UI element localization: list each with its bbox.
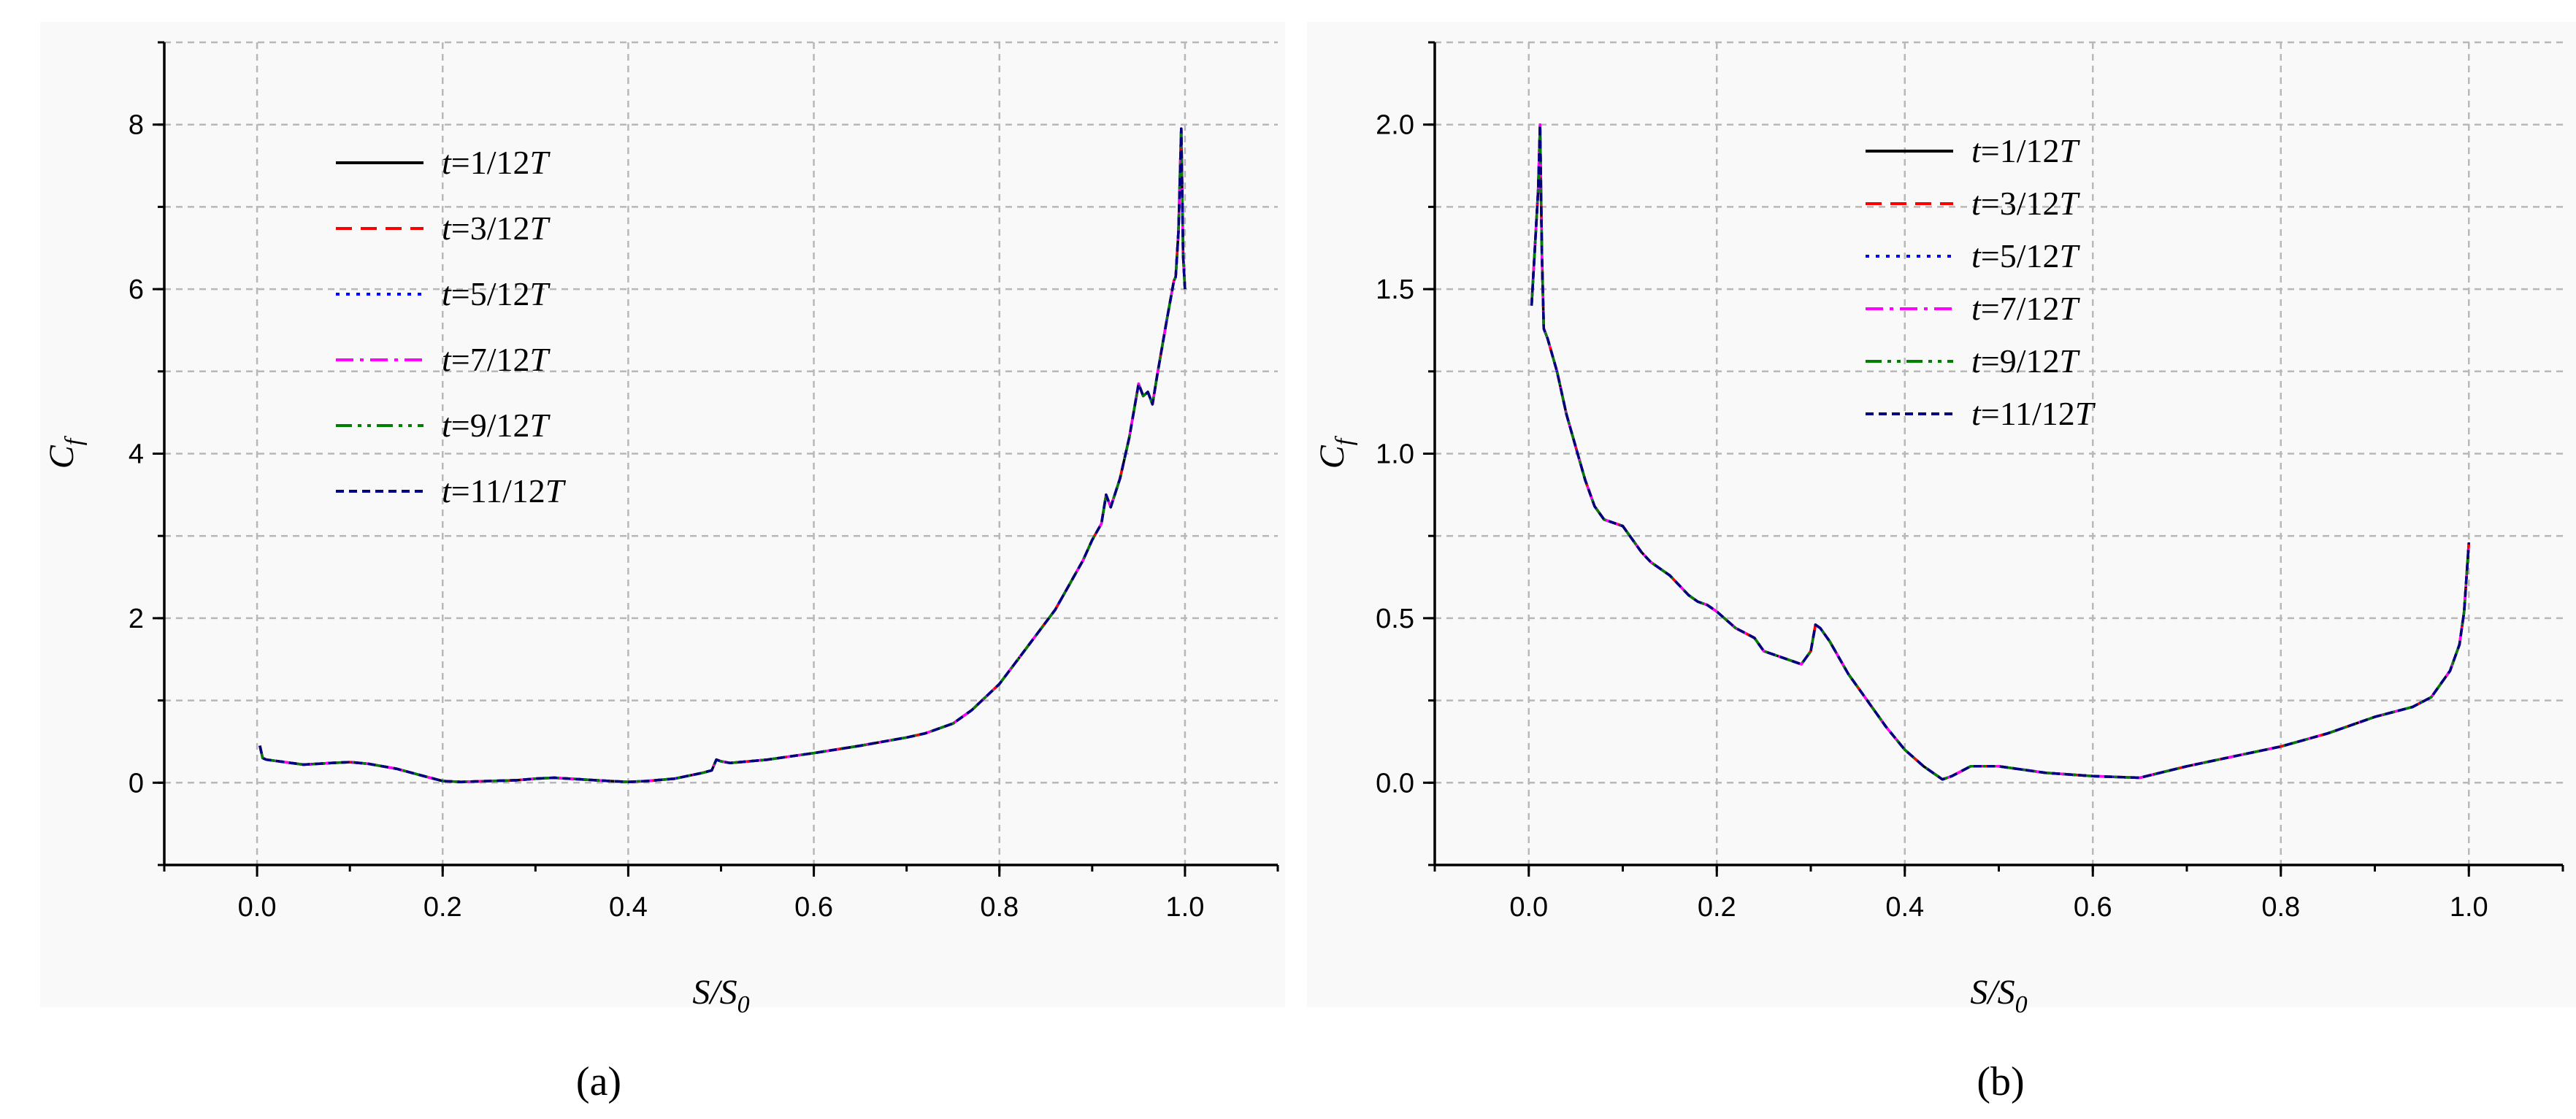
plot-background <box>40 22 1285 1007</box>
legend-label: t=3/12T <box>442 209 551 247</box>
legend-label: t=9/12T <box>1971 342 2081 380</box>
legend-label: t=11/12T <box>442 472 567 509</box>
x-tick-label: 0.8 <box>980 892 1019 923</box>
legend: t=1/12T t=3/12T t=5/12T t=7/12T t=9/12T t=11/… <box>1866 132 2096 432</box>
y-tick-label: 2.0 <box>1376 110 1414 141</box>
y-tick-label: 2 <box>129 604 144 634</box>
y-tick-label: 4 <box>129 439 144 470</box>
chart-panel-b: 0.0 0.2 0.4 0.6 0.8 1.0 0.0 0.5 1.0 1.5 2.0 S/S0 Cf t… <box>1307 22 2576 1018</box>
y-tick-label: 8 <box>129 110 144 141</box>
legend-label: t=1/12T <box>1971 132 2081 169</box>
x-tick-label: 0.4 <box>1885 892 1924 923</box>
y-tick-label: 0.0 <box>1376 768 1414 799</box>
x-tick-label: 0.2 <box>1698 892 1736 923</box>
panel-caption-b: (b) <box>1977 1059 2024 1104</box>
legend-label: t=1/12T <box>442 144 551 181</box>
plot-background <box>1307 22 2576 1007</box>
y-axis-title: Cf <box>1313 435 1358 469</box>
x-tick-label: 0.2 <box>423 892 462 923</box>
legend: t=1/12T t=3/12T t=5/12T t=7/12T t=9/12T t=11/… <box>336 144 567 509</box>
x-tick-label: 0.0 <box>238 892 277 923</box>
x-tick-label: 0.4 <box>609 892 648 923</box>
x-tick-label: 0.0 <box>1509 892 1548 923</box>
y-tick-label: 1.0 <box>1376 439 1414 470</box>
x-axis-title: S/S0 <box>692 973 749 1018</box>
legend-label: t=5/12T <box>1971 237 2081 274</box>
panel-caption-a: (a) <box>576 1059 621 1104</box>
x-tick-label: 1.0 <box>2450 892 2488 923</box>
legend-label: t=3/12T <box>1971 185 2081 222</box>
y-tick-label: 6 <box>129 274 144 305</box>
legend-label: t=7/12T <box>1971 290 2081 327</box>
series-line-6 <box>258 127 1187 783</box>
y-tick-label: 0.5 <box>1376 604 1414 634</box>
x-tick-label: 0.8 <box>2261 892 2300 923</box>
legend-label: t=7/12T <box>442 341 551 378</box>
y-tick-label: 1.5 <box>1376 274 1414 305</box>
y-tick-label: 0 <box>129 768 144 799</box>
legend-label: t=5/12T <box>442 275 551 312</box>
x-tick-label: 0.6 <box>794 892 833 923</box>
chart-panel-a: 0.0 0.2 0.4 0.6 0.8 1.002468S/S0Cft=1/12Tt=3/… <box>40 22 1285 1018</box>
legend-label: t=11/12T <box>1971 395 2096 432</box>
x-tick-label: 1.0 <box>1166 892 1205 923</box>
series-line-5 <box>1530 123 2471 781</box>
x-axis-title: S/S0 <box>1970 973 2027 1018</box>
x-tick-label: 0.6 <box>2074 892 2112 923</box>
legend-label: t=9/12T <box>442 407 551 444</box>
